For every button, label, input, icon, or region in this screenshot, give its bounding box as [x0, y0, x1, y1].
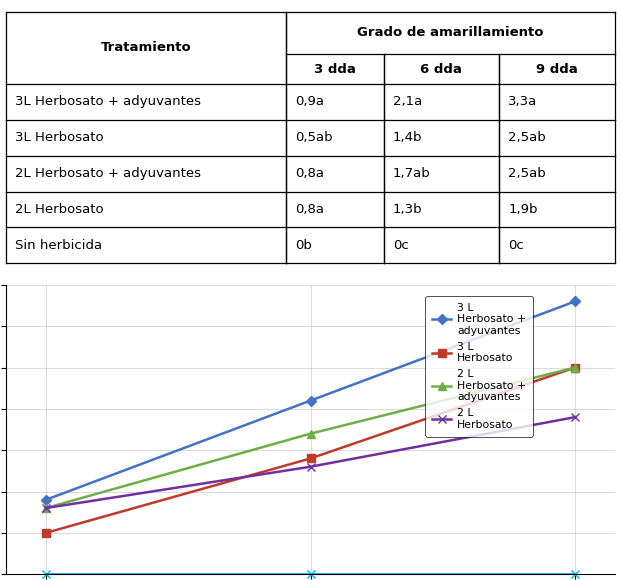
Text: 0c: 0c [392, 239, 409, 252]
Text: 3 dda: 3 dda [314, 63, 356, 75]
Text: 2L Herbosato + adyuvantes: 2L Herbosato + adyuvantes [16, 167, 201, 180]
Sin herbicida [571, 571, 579, 578]
Text: 0,5ab: 0,5ab [295, 131, 333, 144]
2 L
Herbosato [42, 505, 50, 512]
Text: 1,4b: 1,4b [392, 131, 422, 144]
Line: 3 L
Herbosato +
adyuvantes: 3 L Herbosato + adyuvantes [42, 298, 579, 503]
Sin herbicida [307, 571, 314, 578]
Text: 1,3b: 1,3b [392, 203, 422, 216]
2 L
Herbosato [307, 463, 314, 470]
Line: 2 L
Herbosato +
adyuvantes: 2 L Herbosato + adyuvantes [42, 364, 579, 512]
3 L
Herbosato +
adyuvantes [571, 298, 579, 305]
Line: 2 L
Herbosato: 2 L Herbosato [42, 414, 579, 512]
Text: 2,5ab: 2,5ab [508, 167, 546, 180]
Text: 0c: 0c [508, 239, 524, 252]
Text: 1,7ab: 1,7ab [392, 167, 430, 180]
Line: Sin herbicida: Sin herbicida [42, 570, 579, 578]
2 L
Herbosato +
adyuvantes [571, 364, 579, 371]
3 L
Herbosato +
adyuvantes [42, 496, 50, 503]
2 L
Herbosato +
adyuvantes [42, 505, 50, 512]
Text: 6 dda: 6 dda [420, 63, 462, 75]
Text: 1,9b: 1,9b [508, 203, 538, 216]
Text: Grado de amarillamiento: Grado de amarillamiento [357, 27, 544, 39]
Text: Tratamiento: Tratamiento [101, 41, 191, 55]
Text: 9 dda: 9 dda [536, 63, 578, 75]
Sin herbicida [42, 571, 50, 578]
Legend: 3 L
Herbosato +
adyuvantes, 3 L
Herbosato, 2 L
Herbosato +
adyuvantes, 2 L
Herbo: 3 L Herbosato + adyuvantes, 3 L Herbosat… [425, 296, 532, 437]
Line: 3 L
Herbosato: 3 L Herbosato [42, 364, 579, 536]
2 L
Herbosato [571, 414, 579, 420]
Text: 0,8a: 0,8a [295, 167, 324, 180]
3 L
Herbosato +
adyuvantes [307, 397, 314, 404]
Text: 2L Herbosato: 2L Herbosato [16, 203, 104, 216]
3 L
Herbosato [571, 364, 579, 371]
Text: 2,5ab: 2,5ab [508, 131, 546, 144]
2 L
Herbosato +
adyuvantes [307, 430, 314, 437]
Text: 0,8a: 0,8a [295, 203, 324, 216]
Text: 3L Herbosato: 3L Herbosato [16, 131, 104, 144]
3 L
Herbosato [307, 455, 314, 462]
Text: 3L Herbosato + adyuvantes: 3L Herbosato + adyuvantes [16, 95, 201, 108]
Text: Sin herbicida: Sin herbicida [16, 239, 102, 252]
Text: 0b: 0b [295, 239, 312, 252]
Text: 0,9a: 0,9a [295, 95, 324, 108]
Text: 2,1a: 2,1a [392, 95, 422, 108]
Text: 3,3a: 3,3a [508, 95, 538, 108]
3 L
Herbosato [42, 530, 50, 536]
